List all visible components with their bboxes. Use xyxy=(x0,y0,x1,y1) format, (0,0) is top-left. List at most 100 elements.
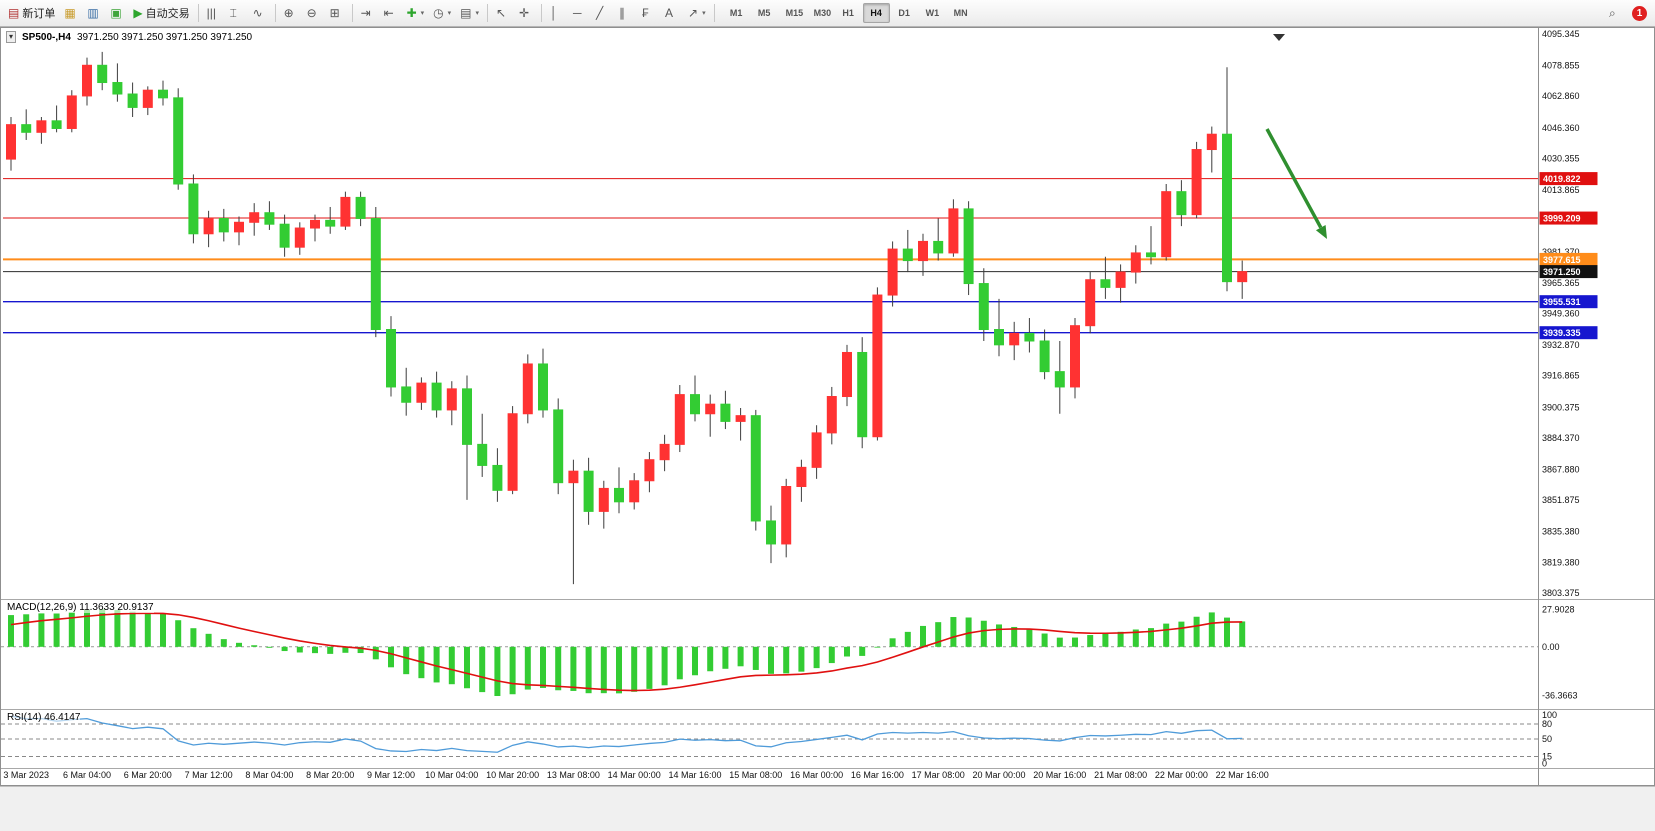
tile-windows-button[interactable]: ⊞ xyxy=(326,2,348,24)
toolbar-separator xyxy=(713,4,715,22)
period-button[interactable]: ◷ ▾ xyxy=(429,2,455,24)
auto-scroll-icon: ⇥ xyxy=(360,6,371,20)
candle-body xyxy=(811,432,822,468)
period-icon: ◷ xyxy=(433,6,444,20)
svg-text:3971.250: 3971.250 xyxy=(1543,267,1581,277)
chevron-down-icon[interactable]: ▾ xyxy=(6,31,17,43)
rsi-axis-label: 0 xyxy=(1542,759,1547,769)
candle-body xyxy=(629,480,640,503)
candlesticks[interactable] xyxy=(6,51,1248,585)
horizontal-line-button[interactable]: ─ xyxy=(569,2,591,24)
timeframe-m1-button[interactable]: M1 xyxy=(723,3,750,23)
candle-body xyxy=(872,294,883,438)
auto-trading-button[interactable]: ▶ 自动交易 xyxy=(129,2,193,24)
price-axis-label: 3884.370 xyxy=(1542,433,1580,443)
timeframe-m5-button[interactable]: M5 xyxy=(751,3,778,23)
candle-body xyxy=(325,219,336,227)
template-icon: ▤ xyxy=(460,6,472,20)
candle-body xyxy=(142,89,153,108)
candle-body xyxy=(1024,332,1035,342)
cursor-button[interactable]: ↖ xyxy=(492,2,514,24)
candle-body xyxy=(173,97,184,185)
candle-body xyxy=(978,283,989,331)
candlestick-chart-button[interactable]: ⌶ xyxy=(226,2,248,24)
notification-badge[interactable]: 1 xyxy=(1632,5,1647,21)
price-axis-label: 3867.880 xyxy=(1542,465,1580,475)
chevron-down-icon: ▾ xyxy=(475,10,480,17)
price-axis-label: 4078.855 xyxy=(1542,61,1580,71)
chart-window[interactable]: 4095.345 4078.855 4062.860 4046.360 4030.355… xyxy=(0,27,1655,786)
candle-body xyxy=(264,212,275,225)
search-button[interactable]: ⌕ xyxy=(1605,2,1627,24)
price-tag: 4019.822 xyxy=(1539,172,1598,186)
new-order-button-label: 新订单 xyxy=(22,8,56,20)
auto-trading-icon: ▶ xyxy=(133,6,143,20)
vertical-line-button[interactable]: │ xyxy=(546,2,568,24)
navigator-button[interactable]: ▥ xyxy=(83,2,105,24)
price-axis-label: 4046.360 xyxy=(1542,123,1580,133)
timeframe-mn-button[interactable]: MN xyxy=(947,3,974,23)
time-axis-label: 21 Mar 08:00 xyxy=(1094,770,1147,780)
chart-shift-marker[interactable] xyxy=(1273,34,1285,41)
candle-body xyxy=(21,124,32,133)
crosshair-button[interactable]: ✛ xyxy=(515,2,537,24)
bar-chart-button[interactable]: ||| xyxy=(203,2,225,24)
template-button[interactable]: ▤ ▾ xyxy=(456,2,483,24)
market-watch-button[interactable]: ▦ xyxy=(60,2,82,24)
svg-text:3955.531: 3955.531 xyxy=(1543,297,1581,307)
cursor-icon: ↖ xyxy=(496,6,507,20)
zoom-in-button[interactable]: ⊕ xyxy=(280,2,302,24)
text-button[interactable]: A xyxy=(661,2,683,24)
zoom-out-icon: ⊖ xyxy=(306,6,317,20)
auto-trading-button-label: 自动交易 xyxy=(145,8,190,20)
macd-histogram xyxy=(8,609,1246,697)
fibonacci-button[interactable]: ₣ xyxy=(638,2,660,24)
channel-button[interactable]: ∥ xyxy=(615,2,637,24)
candle-body xyxy=(1130,252,1141,273)
candlestick-chart-icon: ⌶ xyxy=(229,6,237,20)
candle-body xyxy=(355,196,366,219)
time-axis-label: 22 Mar 16:00 xyxy=(1216,770,1269,780)
timeframe-h1-button[interactable]: H1 xyxy=(835,3,862,23)
price-tag: 3977.615 xyxy=(1539,252,1598,266)
candle-body xyxy=(568,470,579,484)
timeframe-h4-button[interactable]: H4 xyxy=(862,3,890,23)
price-tag: 3999.209 xyxy=(1539,211,1598,225)
price-chart[interactable]: 4095.345 4078.855 4062.860 4046.360 4030.355… xyxy=(1,28,1654,785)
chevron-down-icon: ▾ xyxy=(420,10,425,17)
zoom-out-button[interactable]: ⊖ xyxy=(303,2,325,24)
candle-body xyxy=(294,227,305,248)
timeframe-d1-button[interactable]: D1 xyxy=(891,3,918,23)
symbol-timeframe-text: SP500-,H4 xyxy=(22,31,71,43)
timeframe-m15-button[interactable]: M15 xyxy=(779,3,806,23)
macd-axis-label: -36.3663 xyxy=(1542,690,1578,700)
timeframe-m30-button[interactable]: M30 xyxy=(807,3,834,23)
time-axis-label: 22 Mar 00:00 xyxy=(1155,770,1208,780)
candle-body xyxy=(82,64,92,97)
candle-body xyxy=(1085,279,1096,327)
new-order-button[interactable]: ▤ 新订单 xyxy=(4,2,59,24)
candle-body xyxy=(690,394,700,415)
terminal-button[interactable]: ▣ xyxy=(106,2,128,24)
bar-chart-icon: ||| xyxy=(206,6,216,20)
arrows-button[interactable]: ↗ ▾ xyxy=(684,2,710,24)
price-axis-label: 3916.865 xyxy=(1542,371,1580,381)
new-chart-button[interactable]: ✚ ▾ xyxy=(403,2,429,24)
macd-signal-line xyxy=(10,612,1243,692)
chart-shift-button[interactable]: ⇤ xyxy=(380,2,402,24)
time-axis-label: 8 Mar 04:00 xyxy=(245,770,293,780)
line-chart-button[interactable]: ∿ xyxy=(249,2,271,24)
time-axis-label: 3 Mar 2023 xyxy=(3,770,49,780)
timeframe-w1-button[interactable]: W1 xyxy=(919,3,946,23)
time-axis-label: 17 Mar 08:00 xyxy=(912,770,965,780)
candle-body xyxy=(1100,279,1111,288)
auto-scroll-button[interactable]: ⇥ xyxy=(357,2,379,24)
candle-body xyxy=(674,394,685,445)
trend-arrow[interactable] xyxy=(1265,128,1323,229)
trendline-button[interactable]: ╱ xyxy=(592,2,614,24)
svg-text:3999.209: 3999.209 xyxy=(1543,214,1581,224)
candle-body xyxy=(6,124,16,160)
search-icon: ⌕ xyxy=(1609,6,1616,20)
svg-text:3939.335: 3939.335 xyxy=(1543,328,1581,338)
price-tag: 3955.531 xyxy=(1539,295,1598,309)
